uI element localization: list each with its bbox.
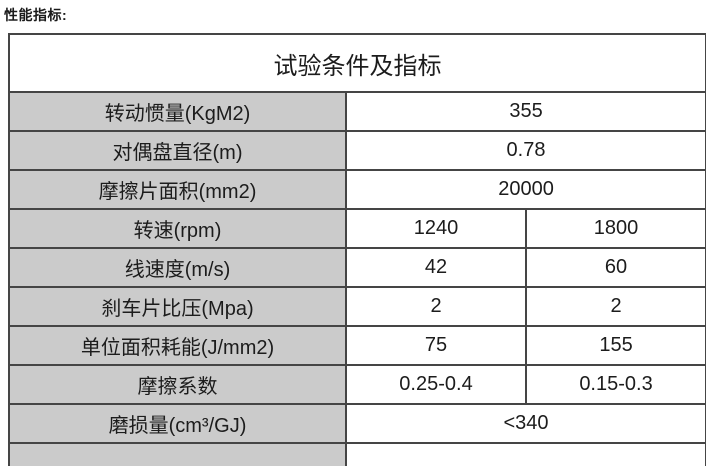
table-row: 单位面积耗能(J/mm2) 75 155 xyxy=(8,325,706,366)
table-title: 试验条件及指标 xyxy=(8,33,706,93)
row-value-cell: 1240 xyxy=(345,208,527,249)
row-label-cell: 线速度(m/s) xyxy=(8,247,347,288)
table-row: 线速度(m/s) 42 60 xyxy=(8,247,706,288)
spec-table-container: 试验条件及指标 转动惯量(KgM2) 355 对偶盘直径(m) 0.78 摩擦片… xyxy=(8,33,706,474)
row-label-cell: 转动惯量(KgM2) xyxy=(8,91,347,132)
row-value-cell: 2 xyxy=(524,286,706,327)
table-row: 磨损量(cm³/GJ) <340 xyxy=(8,403,706,444)
table-row: 转速(rpm) 1240 1800 xyxy=(8,208,706,249)
row-value-cell: 0.25-0.4 xyxy=(345,364,527,405)
row-label-cell xyxy=(8,442,347,466)
table-row: 刹车片比压(Mpa) 2 2 xyxy=(8,286,706,327)
table-row: 摩擦系数 0.25-0.4 0.15-0.3 xyxy=(8,364,706,405)
table-row: 摩擦片面积(mm2) 20000 xyxy=(8,169,706,210)
row-value-cell: 20000 xyxy=(344,169,706,210)
row-value-cell: 0.15-0.3 xyxy=(524,364,706,405)
row-value-cell xyxy=(344,442,706,466)
row-value-cell: 155 xyxy=(524,325,706,366)
row-value-cell: 355 xyxy=(344,91,706,132)
row-label-cell: 转速(rpm) xyxy=(8,208,347,249)
page-title: 性能指标: xyxy=(4,7,68,23)
row-value-cell: 0.78 xyxy=(344,130,706,171)
row-label-cell: 磨损量(cm³/GJ) xyxy=(8,403,347,444)
row-value-cell: 2 xyxy=(345,286,527,327)
row-label-cell: 单位面积耗能(J/mm2) xyxy=(8,325,347,366)
row-label-cell: 摩擦系数 xyxy=(8,364,347,405)
table-header-row: 试验条件及指标 xyxy=(8,33,706,93)
spec-table: 试验条件及指标 转动惯量(KgM2) 355 对偶盘直径(m) 0.78 摩擦片… xyxy=(8,33,706,466)
row-value-cell: 42 xyxy=(345,247,527,288)
row-label-cell: 摩擦片面积(mm2) xyxy=(8,169,347,210)
table-row: 对偶盘直径(m) 0.78 xyxy=(8,130,706,171)
table-row: 转动惯量(KgM2) 355 xyxy=(8,91,706,132)
row-label-cell: 刹车片比压(Mpa) xyxy=(8,286,347,327)
row-value-cell: 1800 xyxy=(524,208,706,249)
row-value-cell: 60 xyxy=(524,247,706,288)
row-value-cell: <340 xyxy=(344,403,706,444)
row-value-cell: 75 xyxy=(345,325,527,366)
row-label-cell: 对偶盘直径(m) xyxy=(8,130,347,171)
table-row-partial xyxy=(8,442,706,466)
